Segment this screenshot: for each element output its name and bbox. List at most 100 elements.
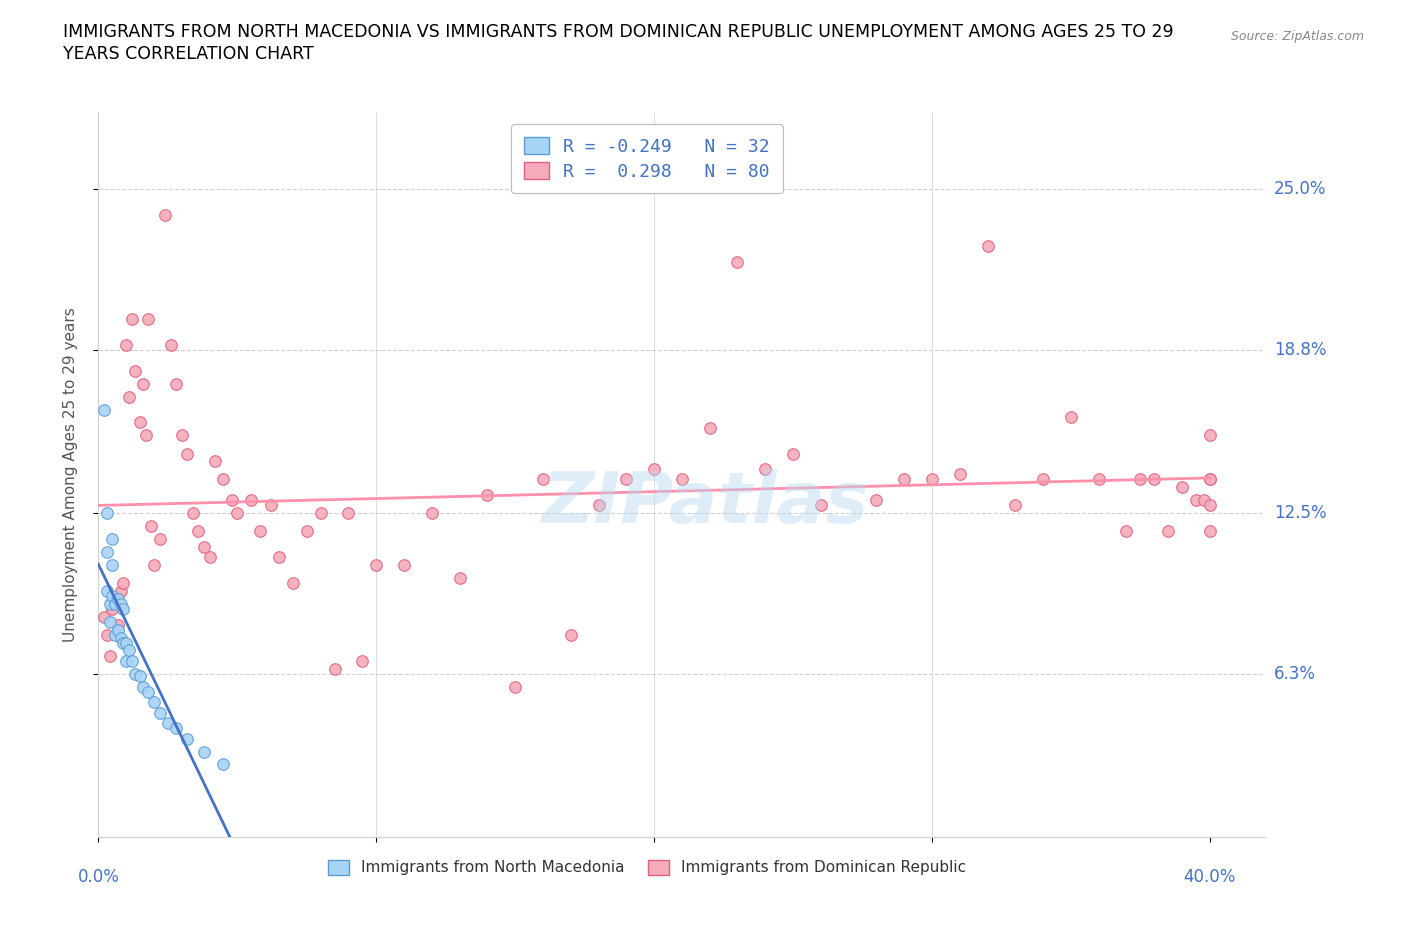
Point <box>810 498 832 512</box>
Point <box>96 545 118 560</box>
Point <box>352 654 374 669</box>
Point <box>104 591 127 606</box>
Point <box>1087 472 1109 487</box>
Point <box>392 558 415 573</box>
Text: 25.0%: 25.0% <box>1274 180 1326 198</box>
Point <box>135 428 157 443</box>
Text: 18.8%: 18.8% <box>1274 341 1326 359</box>
Text: 0.0%: 0.0% <box>77 868 120 885</box>
Point <box>118 643 141 658</box>
Point <box>976 239 998 254</box>
Point <box>1004 498 1026 512</box>
Text: 12.5%: 12.5% <box>1274 504 1326 522</box>
Point <box>221 493 243 508</box>
Point <box>1060 410 1083 425</box>
Point <box>187 524 209 538</box>
Point <box>112 635 135 650</box>
Point <box>96 506 118 521</box>
Point <box>181 506 204 521</box>
Point <box>104 628 127 643</box>
Point <box>112 602 135 617</box>
Point <box>260 498 283 512</box>
Point <box>295 524 318 538</box>
Point <box>309 506 332 521</box>
Point <box>267 550 290 565</box>
Point <box>949 467 972 482</box>
Point <box>1198 524 1220 538</box>
Point <box>1129 472 1152 487</box>
Point <box>110 596 132 611</box>
Point <box>1143 472 1166 487</box>
Point <box>1198 472 1220 487</box>
Point <box>531 472 554 487</box>
Point <box>699 420 721 435</box>
Point <box>865 493 887 508</box>
Point <box>118 389 141 404</box>
Point <box>107 618 129 632</box>
Point <box>101 589 124 604</box>
Point <box>1198 428 1220 443</box>
Point <box>121 654 143 669</box>
Text: Source: ZipAtlas.com: Source: ZipAtlas.com <box>1230 30 1364 43</box>
Point <box>170 428 193 443</box>
Point <box>240 493 263 508</box>
Point <box>93 609 115 624</box>
Point <box>165 721 187 736</box>
Point <box>198 550 221 565</box>
Point <box>132 679 155 694</box>
Point <box>153 207 176 222</box>
Point <box>893 472 915 487</box>
Point <box>101 558 124 573</box>
Point <box>132 377 155 392</box>
Point <box>420 506 443 521</box>
Point <box>96 583 118 598</box>
Text: 40.0%: 40.0% <box>1184 868 1236 885</box>
Point <box>323 661 346 676</box>
Point <box>110 583 132 598</box>
Point <box>98 596 121 611</box>
Point <box>1171 480 1194 495</box>
Point <box>614 472 637 487</box>
Point <box>366 558 388 573</box>
Point <box>782 446 804 461</box>
Point <box>98 648 121 663</box>
Point <box>212 472 235 487</box>
Point <box>138 684 160 699</box>
Point <box>159 338 181 352</box>
Point <box>212 757 235 772</box>
Point <box>148 532 170 547</box>
Point <box>156 715 179 730</box>
Point <box>121 312 143 326</box>
Point <box>115 654 138 669</box>
Point <box>138 312 160 326</box>
Point <box>921 472 943 487</box>
Point <box>193 744 215 759</box>
Point <box>93 402 115 417</box>
Point <box>281 576 304 591</box>
Point <box>112 576 135 591</box>
Point <box>107 591 129 606</box>
Point <box>141 519 163 534</box>
Point <box>176 446 198 461</box>
Point <box>1032 472 1054 487</box>
Point <box>477 487 499 502</box>
Point <box>165 377 187 392</box>
Point <box>124 667 146 682</box>
Point <box>115 338 138 352</box>
Point <box>1198 472 1220 487</box>
Text: 6.3%: 6.3% <box>1274 665 1316 683</box>
Y-axis label: Unemployment Among Ages 25 to 29 years: Unemployment Among Ages 25 to 29 years <box>63 307 77 642</box>
Point <box>588 498 610 512</box>
Point <box>176 731 198 746</box>
Point <box>101 532 124 547</box>
Text: YEARS CORRELATION CHART: YEARS CORRELATION CHART <box>63 45 314 62</box>
Point <box>143 695 166 710</box>
Point <box>226 506 249 521</box>
Text: ZIPatlas: ZIPatlas <box>541 469 869 538</box>
Point <box>1157 524 1180 538</box>
Point <box>96 628 118 643</box>
Point <box>503 679 526 694</box>
Point <box>115 635 138 650</box>
Point <box>249 524 271 538</box>
Legend: Immigrants from North Macedonia, Immigrants from Dominican Republic: Immigrants from North Macedonia, Immigra… <box>322 854 973 882</box>
